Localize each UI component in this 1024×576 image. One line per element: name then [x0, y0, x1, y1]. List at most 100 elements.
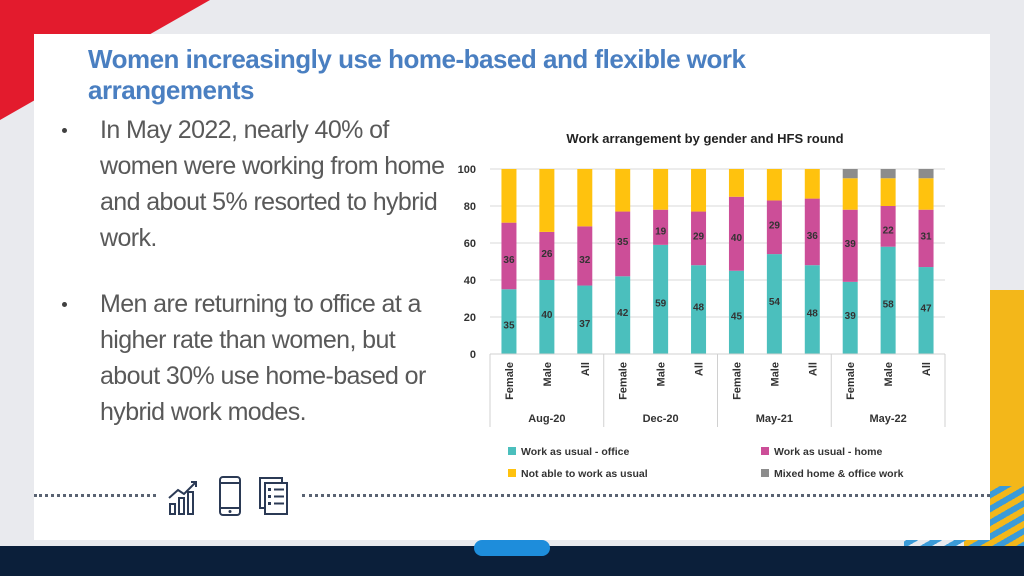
bar-segment-work-as-usual-home [653, 209, 669, 245]
data-label: 40 [731, 233, 743, 244]
legend-swatch [508, 469, 516, 477]
legend-label: Work as usual - office [521, 446, 629, 458]
bar-segment-work-as-usual-home [804, 198, 820, 266]
bar-segment-work-as-usual-home [539, 231, 555, 280]
data-label: 39 [845, 239, 857, 250]
data-label: 35 [503, 321, 515, 332]
data-label: 19 [655, 226, 667, 237]
bar-segment-work-as-usual-home [615, 211, 631, 277]
data-label: 48 [807, 309, 819, 320]
bullet-item: Men are returning to office at a higher … [62, 286, 447, 430]
bar-segment-work-as-usual-home [728, 196, 744, 271]
bullet-list: In May 2022, nearly 40% of women were wo… [62, 112, 447, 430]
bar-segment-not-able-to-work-as-usual [501, 169, 517, 223]
bullet-item: In May 2022, nearly 40% of women were wo… [62, 112, 447, 256]
bar-segment-work-as-usual-home [880, 206, 896, 247]
data-label: 36 [807, 231, 819, 242]
bar-segment-work-as-usual-home [691, 211, 707, 266]
stacked-bar-chart: Work arrangement by gender and HFS round… [458, 131, 946, 480]
bar-segment-work-as-usual-office [766, 254, 782, 354]
bar-segment-work-as-usual-office [653, 244, 669, 354]
bar-segment-work-as-usual-office [918, 267, 934, 354]
legend-label: Not able to work as usual [521, 468, 648, 480]
documents-checklist-icon [259, 477, 288, 515]
bar-segment-not-able-to-work-as-usual [539, 169, 555, 232]
y-tick-label: 60 [464, 238, 476, 250]
icon-row [166, 474, 290, 518]
category-label: Female [731, 362, 743, 400]
bar-segment-work-as-usual-office [804, 265, 820, 354]
category-label: Male [883, 362, 895, 386]
group-label: May-22 [869, 413, 906, 425]
bar-segment-work-as-usual-office [539, 280, 555, 354]
data-label: 26 [541, 249, 553, 260]
data-label: 54 [769, 297, 781, 308]
slide-title: Women increasingly use home-based and fl… [88, 44, 746, 105]
y-tick-label: 80 [464, 201, 476, 213]
bar-segment-not-able-to-work-as-usual [880, 178, 896, 206]
data-label: 29 [693, 231, 705, 242]
data-label: 22 [883, 225, 895, 236]
bar-segment-not-able-to-work-as-usual [653, 169, 669, 210]
legend-swatch [761, 469, 769, 477]
y-tick-label: 40 [464, 275, 476, 287]
bar-segment-not-able-to-work-as-usual [842, 178, 858, 210]
data-label: 32 [579, 255, 591, 266]
legend-label: Work as usual - home [774, 446, 882, 458]
bar-segment-not-able-to-work-as-usual [615, 169, 631, 212]
data-label: 39 [845, 311, 857, 322]
y-tick-label: 100 [458, 164, 476, 176]
data-label: 29 [769, 220, 781, 231]
legend-label: Mixed home & office work [774, 468, 904, 480]
bullet-text: Men are returning to office at a higher … [100, 290, 426, 426]
y-tick-label: 0 [470, 349, 476, 361]
bar-segment-work-as-usual-office [880, 246, 896, 354]
chart-title: Work arrangement by gender and HFS round [566, 131, 843, 146]
group-label: Dec-20 [643, 413, 679, 425]
bar-segment-not-able-to-work-as-usual [804, 169, 820, 199]
bullet-text: In May 2022, nearly 40% of women were wo… [100, 116, 445, 252]
data-label: 59 [655, 298, 667, 309]
bar-segment-work-as-usual-home [766, 200, 782, 255]
data-label: 58 [883, 299, 895, 310]
bar-segment-work-as-usual-home [842, 209, 858, 282]
group-label: Aug-20 [528, 413, 565, 425]
bar-segment-not-able-to-work-as-usual [691, 169, 707, 212]
bar-segment-mixed-home-office-work [880, 169, 896, 179]
dotted-divider-right [302, 494, 990, 497]
bar-segment-work-as-usual-home [918, 209, 934, 268]
bullet-dot-icon [62, 128, 67, 133]
bar-segment-not-able-to-work-as-usual [766, 169, 782, 201]
data-label: 48 [693, 303, 705, 314]
dotted-divider-left [34, 494, 156, 497]
category-label: All [694, 362, 706, 376]
category-label: Male [769, 362, 781, 386]
data-label: 45 [731, 311, 743, 322]
category-label: Female [845, 362, 857, 400]
smartphone-icon [219, 476, 241, 516]
bar-segment-work-as-usual-office [728, 270, 744, 354]
data-label: 31 [920, 231, 932, 242]
bar-segment-work-as-usual-office [615, 276, 631, 354]
data-label: 36 [503, 255, 515, 266]
legend-swatch [761, 447, 769, 455]
data-label: 42 [617, 308, 629, 319]
bullet-dot-icon [62, 302, 67, 307]
data-label: 47 [920, 304, 932, 315]
legend-swatch [508, 447, 516, 455]
bar-segment-work-as-usual-home [501, 222, 517, 290]
bar-segment-not-able-to-work-as-usual [728, 169, 744, 197]
bar-segment-work-as-usual-office [691, 265, 707, 354]
slide-nav-pill[interactable] [474, 540, 550, 556]
category-label: Male [656, 362, 668, 386]
category-label: All [580, 362, 592, 376]
bar-segment-not-able-to-work-as-usual [577, 169, 593, 227]
bar-segment-mixed-home-office-work [918, 169, 934, 179]
data-label: 37 [579, 319, 591, 330]
category-label: All [921, 362, 933, 376]
bar-segment-work-as-usual-office [501, 289, 517, 354]
bar-segment-mixed-home-office-work [842, 169, 858, 179]
category-label: Male [542, 362, 554, 386]
category-label: All [807, 362, 819, 376]
data-label: 40 [541, 310, 553, 321]
